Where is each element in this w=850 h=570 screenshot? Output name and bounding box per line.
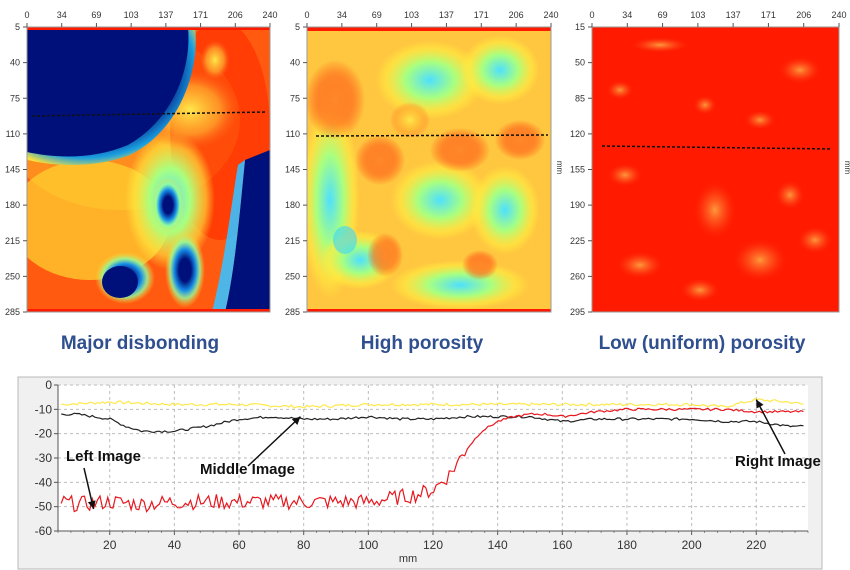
line-chart-xtick-label: 220 (746, 538, 766, 552)
line-chart-ytick-label: -60 (35, 524, 53, 538)
heatmap-middle-xtick-label: 103 (404, 10, 419, 20)
heatmap-right-ytick-label: 260 (570, 271, 585, 281)
line-chart-annotation: Right Image (735, 453, 821, 470)
heatmap-middle-ytick-label: 180 (285, 200, 300, 210)
heatmap-left-xtick-label: 0 (24, 10, 29, 20)
heatmap-middle-ytick-label: 145 (285, 165, 300, 175)
heatmap-right-xtick-label: 69 (658, 10, 668, 20)
line-chart-xtick-label: 120 (423, 538, 443, 552)
heatmap-middle-ytick-label: 75 (290, 93, 300, 103)
heatmap-right (592, 27, 839, 312)
line-chart-ytick-label: -40 (35, 475, 53, 489)
heatmap-middle-xtick-label: 0 (304, 10, 309, 20)
line-chart-ytick-label: -50 (35, 500, 53, 514)
heatmap-left-ytick-label: 110 (6, 129, 20, 139)
heatmap-left-xtick-label: 206 (228, 10, 243, 20)
line-chart-xtick-label: 140 (488, 538, 508, 552)
line-chart-xtick-label: 160 (552, 538, 572, 552)
heatmap-middle-xtick-label: 137 (439, 10, 454, 20)
heatmap-middle (307, 27, 551, 312)
heatmap-middle-ytick-label: 5 (295, 22, 300, 32)
heatmap-left-xtick-label: 103 (124, 10, 139, 20)
heatmap-middle-xtick-label: 171 (474, 10, 489, 20)
caption-middle: High porosity (360, 333, 484, 354)
heatmap-right-ytick-label: 50 (575, 58, 585, 68)
line-chart-annotation: Left Image (66, 448, 141, 465)
line-chart-annotation: Middle Image (200, 461, 295, 478)
heatmap-left-ytick-label: 145 (5, 165, 20, 175)
heatmap-middle-ytick-label: 250 (285, 271, 300, 281)
heatmap-middle-xtick-label: 240 (543, 10, 558, 20)
heatmap-middle-ytick-label: 285 (285, 307, 300, 317)
heatmap-middle-xtick-label: 34 (337, 10, 347, 20)
heatmap-right-ytick-label: 295 (570, 307, 585, 317)
line-chart-xtick-label: 80 (297, 538, 311, 552)
heatmap-middle-xtick-label: 69 (372, 10, 382, 20)
heatmap-left-ytick-label: 75 (10, 93, 20, 103)
heatmap-right-ytick-label: 155 (570, 165, 585, 175)
line-chart-xtick-label: 180 (617, 538, 637, 552)
heatmap-right-xtick-label: 206 (796, 10, 811, 20)
heatmap-left-ytick-label: 215 (5, 236, 20, 246)
line-series-red (60, 407, 804, 513)
caption-left: Major disbonding (60, 333, 220, 354)
line-series-black (61, 412, 804, 434)
heatmap-left-ytick-label: 285 (5, 307, 20, 317)
heatmap-right-profile-line (601, 145, 833, 150)
heatmap-right-unit-label: mm (843, 161, 850, 175)
heatmap-left (27, 27, 270, 312)
heatmap-middle-unit-label: mm (555, 161, 564, 175)
line-chart-ytick-label: 0 (45, 378, 52, 392)
line-chart-annotation-arrow (755, 399, 786, 455)
heatmap-left-ytick-label: 5 (15, 22, 20, 32)
heatmap-middle-ytick-label: 110 (286, 129, 300, 139)
line-series-yellow (61, 398, 804, 409)
heatmap-right-xtick-label: 103 (690, 10, 705, 20)
heatmap-left-profile-line (31, 111, 267, 117)
line-chart-xtick-label: 200 (682, 538, 702, 552)
heatmap-right-xtick-label: 171 (761, 10, 776, 20)
heatmap-left-xtick-label: 69 (91, 10, 101, 20)
line-chart-xtick-label: 100 (358, 538, 378, 552)
heatmap-right-ytick-label: 15 (575, 22, 585, 32)
line-chart-xtick-label: 60 (232, 538, 246, 552)
line-chart-xtick-label: 20 (103, 538, 117, 552)
line-chart-ytick-label: -30 (35, 451, 53, 465)
heatmap-left-ytick-label: 250 (5, 271, 20, 281)
line-chart-annotation-arrow (247, 416, 301, 467)
line-chart-xlabel: mm (399, 553, 417, 565)
line-chart-ytick-label: -10 (35, 402, 53, 416)
heatmap-middle-profile-line (315, 134, 549, 137)
heatmap-left-xtick-label: 137 (158, 10, 173, 20)
heatmap-left-xtick-label: 171 (193, 10, 208, 20)
heatmap-right-ytick-label: 120 (570, 129, 585, 139)
line-chart-xtick-label: 40 (168, 538, 182, 552)
heatmap-right-xtick-label: 240 (831, 10, 846, 20)
line-chart-ytick-label: -20 (35, 427, 53, 441)
heatmap-middle-ytick-label: 215 (285, 236, 300, 246)
line-chart-annotation-arrowhead (87, 500, 96, 510)
heatmap-right-ytick-label: 190 (570, 200, 585, 210)
heatmap-right-ytick-label: 85 (575, 93, 585, 103)
line-chart-annotation-arrowhead (291, 416, 301, 426)
heatmap-left-ytick-label: 180 (5, 200, 20, 210)
heatmap-right-xtick-label: 137 (726, 10, 741, 20)
heatmap-right-xtick-label: 34 (622, 10, 632, 20)
heatmap-right-ytick-label: 225 (570, 236, 585, 246)
heatmap-left-xtick-label: 34 (57, 10, 67, 20)
caption-right: Low (uniform) porosity (598, 333, 806, 354)
heatmap-left-ytick-label: 40 (10, 58, 20, 68)
heatmap-left-xtick-label: 240 (262, 10, 277, 20)
line-chart-annotation-arrowhead (756, 399, 764, 409)
heatmap-middle-ytick-label: 40 (290, 58, 300, 68)
heatmap-right-xtick-label: 0 (589, 10, 594, 20)
heatmap-middle-xtick-label: 206 (509, 10, 524, 20)
